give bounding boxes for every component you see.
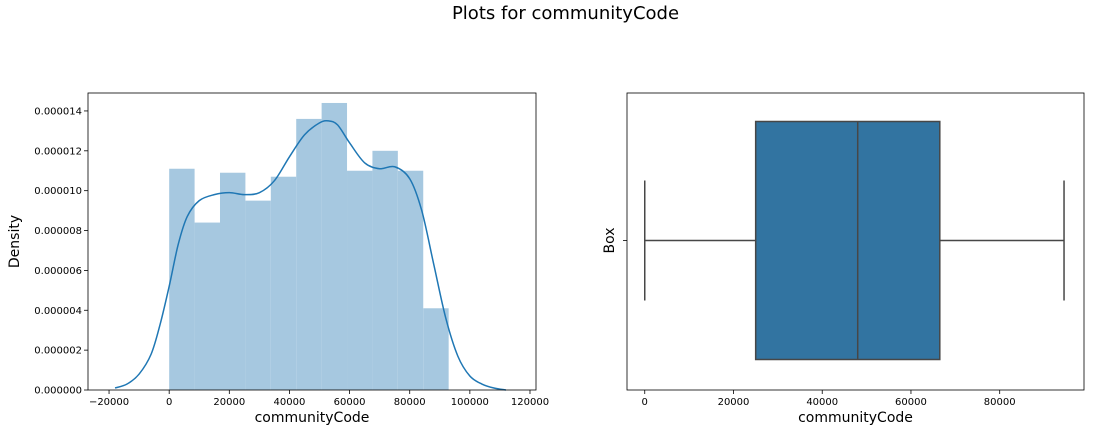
boxplot-x-tick-label: 80000 bbox=[984, 397, 1016, 408]
histogram-y-tick-label: 0.000006 bbox=[34, 266, 82, 277]
histogram-bar bbox=[296, 118, 322, 390]
histogram-panel: −20000 0 20000 40000 60000 80000 100000 120000 … bbox=[7, 92, 549, 426]
figure-title: Plots for communityCode bbox=[451, 3, 680, 24]
histogram-y-tick-label: 0.000000 bbox=[34, 386, 82, 397]
histogram-y-tick-label: 0.000004 bbox=[34, 306, 82, 317]
boxplot-marks bbox=[643, 120, 1065, 361]
histogram-bars bbox=[169, 102, 449, 391]
boxplot-x-axis-label: communityCode bbox=[798, 410, 913, 426]
boxplot-panel: 0 20000 40000 60000 80000 communityCode Box bbox=[602, 92, 1085, 426]
histogram-bar bbox=[423, 308, 449, 390]
histogram-x-tick-label: 80000 bbox=[394, 397, 426, 408]
histogram-x-tick-label: 0 bbox=[166, 397, 172, 408]
histogram-y-tick-label: 0.000014 bbox=[34, 106, 82, 117]
histogram-x-axis-label: communityCode bbox=[255, 410, 370, 426]
histogram-bar bbox=[397, 170, 424, 390]
histogram-x-tick-label: 20000 bbox=[213, 397, 245, 408]
histogram-bar bbox=[372, 150, 398, 390]
histogram-x-tick-label: 100000 bbox=[451, 397, 489, 408]
histogram-bar bbox=[169, 168, 195, 390]
histogram-bar bbox=[194, 222, 220, 390]
boxplot-box bbox=[754, 120, 941, 361]
histogram-bar bbox=[270, 176, 297, 390]
histogram-y-tick-label: 0.000010 bbox=[34, 186, 82, 197]
histogram-x-ticks: −20000 0 20000 40000 60000 80000 100000 120000 bbox=[89, 390, 549, 408]
histogram-x-tick-label: −20000 bbox=[89, 397, 129, 408]
histogram-y-tick-label: 0.000012 bbox=[34, 146, 82, 157]
histogram-axes-frame bbox=[87, 92, 537, 391]
kde-line bbox=[114, 120, 507, 391]
boxplot-axes-frame bbox=[626, 92, 1085, 391]
histogram-x-tick-label: 120000 bbox=[511, 397, 549, 408]
histogram-y-tick-label: 0.000008 bbox=[34, 226, 82, 237]
boxplot-x-tick-label: 40000 bbox=[806, 397, 838, 408]
boxplot-x-tick-label: 60000 bbox=[895, 397, 927, 408]
histogram-bar bbox=[219, 172, 246, 390]
boxplot-x-tick-label: 0 bbox=[642, 397, 648, 408]
histogram-y-ticks: 0.000000 0.000002 0.000004 0.000006 0.000008… bbox=[34, 106, 88, 397]
histogram-bar bbox=[321, 102, 348, 391]
boxplot-y-axis-label: Box bbox=[602, 227, 618, 253]
boxplot-x-ticks: 0 20000 40000 60000 80000 bbox=[623, 240, 1016, 408]
histogram-x-tick-label: 40000 bbox=[274, 397, 306, 408]
boxplot-x-tick-label: 20000 bbox=[718, 397, 750, 408]
histogram-y-axis-label: Density bbox=[7, 215, 23, 268]
histogram-y-tick-label: 0.000002 bbox=[34, 346, 82, 357]
histogram-x-tick-label: 60000 bbox=[334, 397, 366, 408]
histogram-bar bbox=[245, 200, 271, 390]
histogram-bar bbox=[347, 170, 373, 390]
